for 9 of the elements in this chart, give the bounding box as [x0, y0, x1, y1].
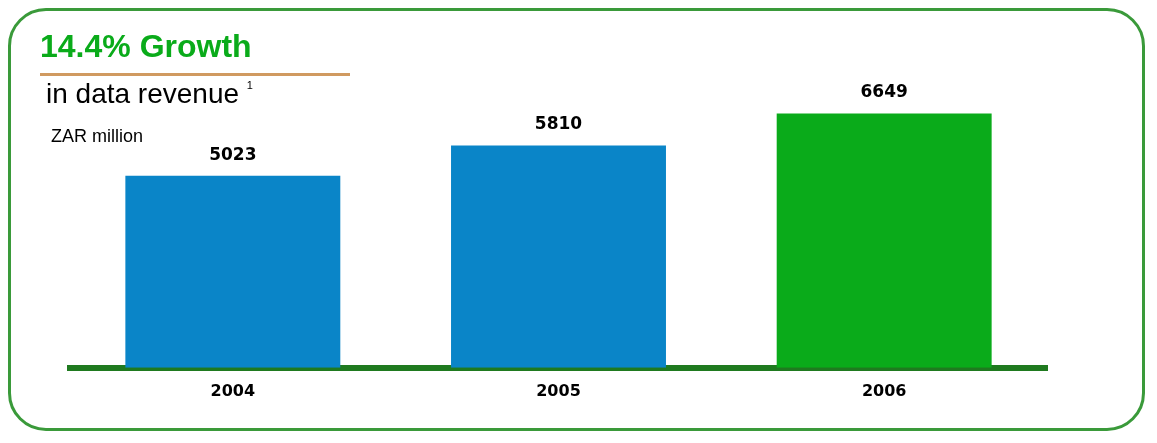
data-label: 6649 [860, 81, 908, 102]
data-label: 5023 [209, 143, 257, 164]
chart-title: 14.4% Growth [40, 28, 252, 65]
chart-subtitle: in data revenue $^{1}$ [46, 78, 253, 110]
y-axis-title: ZAR million [51, 126, 144, 147]
x-tick-label: 2006 [861, 380, 907, 400]
data-label: 5810 [534, 113, 583, 134]
x-tick-label: 2005 [536, 380, 581, 400]
x-tick-label: 2004 [210, 380, 256, 400]
